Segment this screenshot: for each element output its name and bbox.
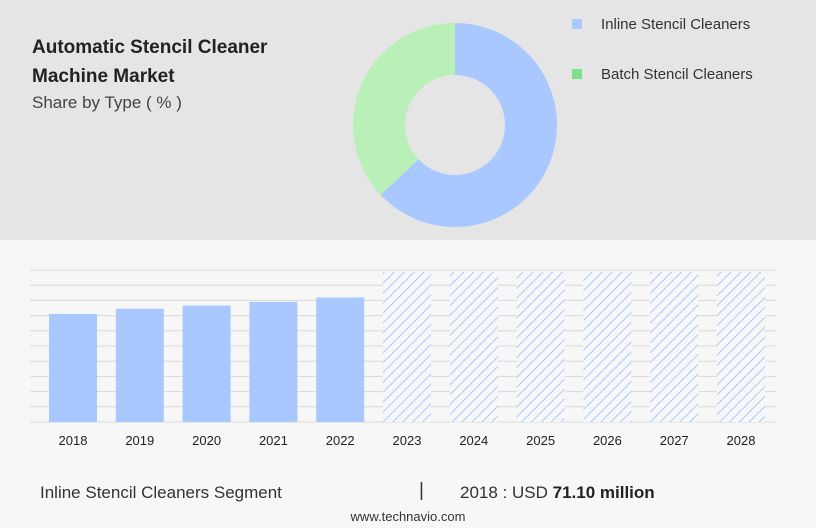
bar-2020 [182, 305, 231, 422]
legend-item-batch: Batch Stencil Cleaners [572, 64, 753, 84]
source-link[interactable]: www.technavio.com [350, 509, 466, 524]
bar-chart: 2018 2019 2020 2021 2022 2023 2024 2025 2026 2027… [30, 269, 776, 448]
legend-swatch-batch [572, 69, 582, 79]
x-tick-label: 2025 [526, 433, 555, 448]
x-tick-label: 2024 [459, 433, 488, 448]
bar-2018 [49, 313, 97, 422]
footer-value: 2018 : USD 71.10 million [460, 483, 655, 503]
x-tick-label: 2020 [192, 433, 221, 448]
chart-title: Automatic Stencil Cleaner Machine Market [32, 37, 268, 87]
footer-value-prefix: 2018 : USD [460, 483, 548, 502]
footer-divider: | [419, 480, 424, 501]
chart-subtitle: Share by Type ( % ) [32, 93, 182, 112]
bar-forecast-2025 [516, 272, 565, 422]
x-tick-label: 2023 [393, 433, 422, 448]
donut-chart [353, 23, 557, 227]
legend-label-inline: Inline Stencil Cleaners [601, 15, 751, 33]
x-tick-label: 2028 [727, 433, 756, 448]
x-tick-label: 2021 [259, 433, 288, 448]
bar-2019 [115, 308, 164, 422]
bar-forecast-2026 [583, 272, 632, 422]
bar-forecast-2023 [383, 272, 431, 422]
donut-slice-batch [353, 23, 455, 195]
legend-label-batch: Batch Stencil Cleaners [601, 65, 753, 83]
bar-2022 [316, 297, 365, 422]
bar-forecast-2024 [449, 272, 498, 422]
bar-2021 [249, 301, 298, 422]
footer-value-amount: 71.10 million [552, 483, 655, 502]
legend: Inline Stencil Cleaners Batch Stencil Cl… [572, 14, 753, 114]
x-tick-label: 2022 [326, 433, 355, 448]
legend-swatch-inline [572, 19, 582, 29]
bar-forecast-2027 [650, 272, 699, 422]
donut-slice-inline [380, 23, 557, 227]
legend-item-inline: Inline Stencil Cleaners [572, 14, 753, 34]
bar-forecast-2028 [717, 272, 765, 422]
x-tick-label: 2027 [660, 433, 689, 448]
x-tick-label: 2018 [59, 433, 88, 448]
x-tick-label: 2019 [125, 433, 154, 448]
footer-segment-label: Inline Stencil Cleaners Segment [40, 483, 282, 502]
x-tick-label: 2026 [593, 433, 622, 448]
